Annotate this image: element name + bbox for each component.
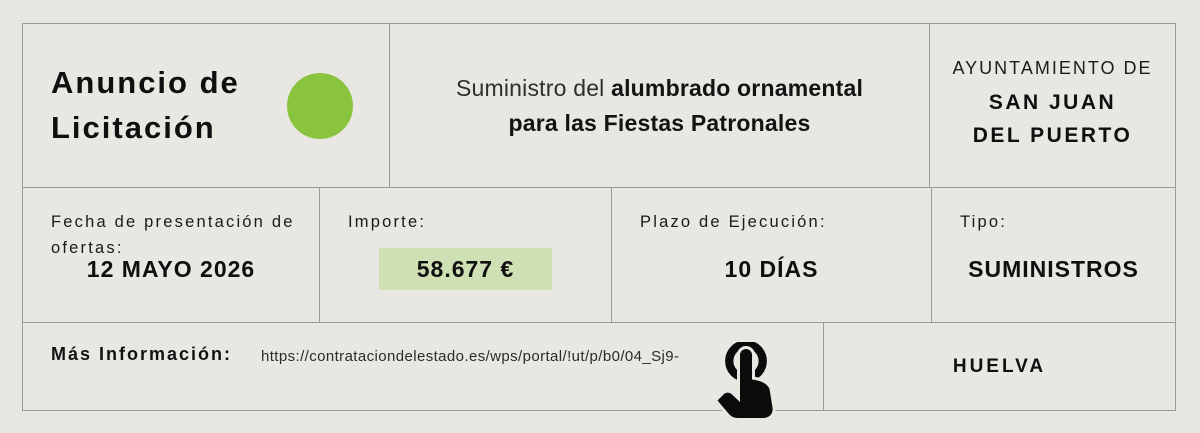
announcement-card: Anuncio de Licitación Suministro del alu…	[22, 23, 1176, 411]
page-title: Anuncio de Licitación	[51, 61, 240, 151]
footer-row: Más Información: https://contrataciondel…	[23, 322, 1175, 410]
importe-value: 58.677 €	[320, 248, 611, 290]
subject-bold-text: alumbrado ornamental	[611, 75, 864, 101]
detail-cell-plazo: Plazo de Ejecución: 10 DÍAS	[611, 188, 931, 322]
detail-cell-tipo: Tipo: SUMINISTROS	[931, 188, 1175, 322]
green-circle-icon	[287, 72, 353, 139]
tipo-value-text: SUMINISTROS	[968, 256, 1139, 282]
detail-cell-fecha: Fecha de presentación de ofertas: 12 MAY…	[23, 188, 319, 322]
plazo-value-text: 10 DÍAS	[724, 256, 819, 282]
subject-normal-text: Suministro del	[455, 75, 605, 101]
plazo-label: Plazo de Ejecución:	[640, 213, 827, 231]
more-info-cell: Más Información: https://contrataciondel…	[23, 323, 823, 410]
subject-line2: para las Fiestas Patronales	[508, 109, 811, 136]
organization-prefix: AYUNTAMIENTO DE	[952, 58, 1153, 79]
title-cell: Anuncio de Licitación	[23, 24, 389, 187]
organization-name-line1: SAN JUAN	[988, 91, 1117, 115]
fecha-label: Fecha de presentación de ofertas:	[51, 213, 295, 258]
details-row: Fecha de presentación de ofertas: 12 MAY…	[23, 187, 1175, 322]
subject-cell: Suministro del alumbrado ornamental para…	[389, 24, 929, 187]
plazo-value: 10 DÍAS	[612, 256, 931, 283]
organization-name: SAN JUAN DEL PUERTO	[973, 87, 1133, 152]
contract-subject: Suministro del alumbrado ornamental para…	[456, 71, 863, 140]
page-title-line1: Anuncio de	[51, 64, 240, 100]
importe-value-text: 58.677 €	[378, 248, 553, 290]
organization-cell: AYUNTAMIENTO DE SAN JUAN DEL PUERTO	[929, 24, 1175, 187]
fecha-value: 12 MAYO 2026	[23, 256, 319, 283]
more-info-label: Más Información:	[51, 344, 233, 364]
fecha-value-text: 12 MAYO 2026	[86, 256, 256, 282]
page-title-line2: Licitación	[51, 109, 216, 145]
detail-cell-importe: Importe: 58.677 €	[319, 188, 611, 322]
organization-name-line2: DEL PUERTO	[972, 124, 1133, 147]
importe-label: Importe:	[348, 213, 427, 231]
tender-url-link[interactable]: https://contrataciondelestado.es/wps/por…	[261, 348, 680, 365]
tipo-label: Tipo:	[960, 213, 1008, 231]
province-label: HUELVA	[952, 355, 1047, 377]
tap-gesture-icon	[714, 342, 776, 421]
header-row: Anuncio de Licitación Suministro del alu…	[23, 24, 1175, 187]
tipo-value: SUMINISTROS	[932, 256, 1175, 283]
province-cell: HUELVA	[823, 323, 1175, 410]
